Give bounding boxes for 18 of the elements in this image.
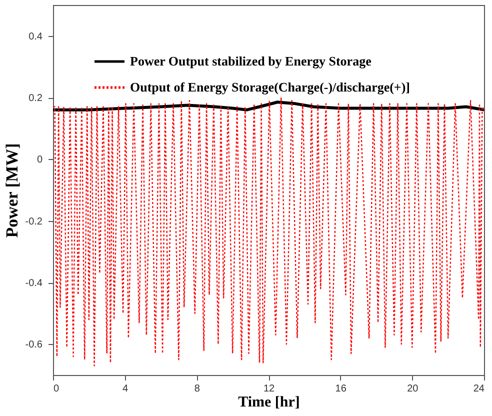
x-tick-label: 0 [54, 384, 60, 394]
legend-label: Output of Energy Storage(Charge(-)/discharge(+)] [130, 80, 410, 94]
x-tick-label: 8 [194, 384, 200, 394]
x-tick-label: 12 [263, 384, 275, 394]
y-tick-label: -0.2 [25, 216, 43, 228]
line-series [53, 96, 484, 366]
x-tick-label: 20 [407, 384, 419, 394]
y-tick-label: -0.6 [25, 340, 43, 351]
x-tick-label: 16 [335, 384, 347, 394]
x-axis-title: Time [hr] [238, 394, 300, 410]
x-tick-label: 24 [473, 384, 485, 394]
y-tick-label: 0.2 [28, 93, 43, 104]
legend-label: Power Output stabilized by Energy Storage [130, 54, 372, 68]
y-axis-title: Power [MW] [2, 143, 22, 238]
x-tick-label: 4 [122, 384, 129, 394]
y-tick-label: -0.4 [25, 278, 43, 289]
y-tick-label: 0.4 [28, 31, 43, 42]
y-tick-label: 0 [36, 154, 43, 166]
